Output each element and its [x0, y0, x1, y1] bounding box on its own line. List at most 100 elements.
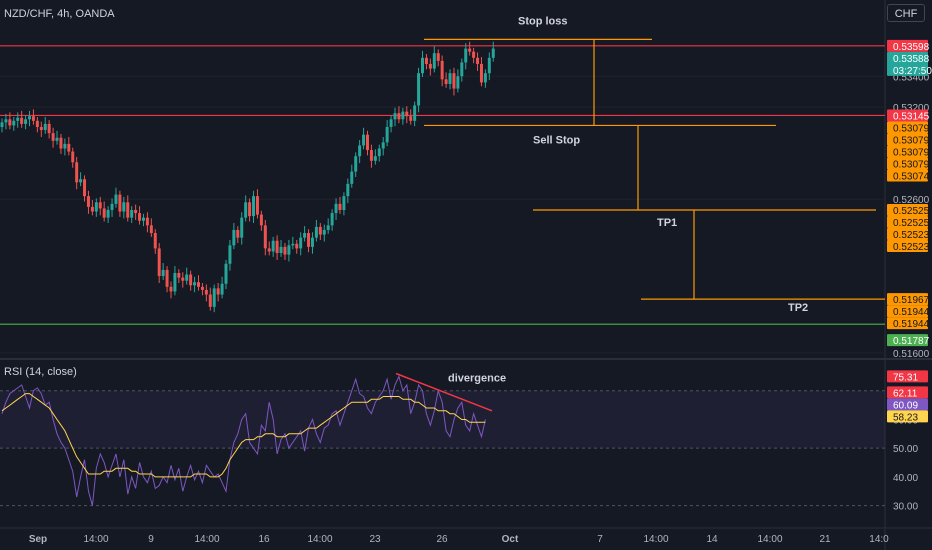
- time-tick-label: Oct: [502, 534, 519, 545]
- candle-body: [244, 202, 248, 218]
- price-label-tp1: 0.52523: [893, 230, 930, 241]
- candle-body: [16, 117, 20, 121]
- price-label-tp2: 0.51967: [893, 295, 930, 306]
- candle-body: [197, 282, 200, 287]
- candle-body: [204, 289, 208, 295]
- candle-body: [252, 196, 256, 217]
- candle-body: [8, 119, 12, 126]
- candle-body: [102, 208, 106, 218]
- tp1-label: TP1: [657, 217, 677, 229]
- rsi-value-label: 60.09: [893, 400, 918, 411]
- candle-body: [397, 113, 401, 120]
- candle-body: [59, 137, 63, 149]
- time-tick-label: 14:0: [869, 534, 889, 545]
- candle-body: [377, 148, 381, 157]
- price-label-order: 0.53079: [893, 123, 930, 134]
- time-tick-label: 14:00: [757, 534, 782, 545]
- candle-body: [479, 63, 483, 83]
- price-label-order-box: [887, 157, 928, 170]
- rsi-line: [1, 374, 486, 506]
- candle-body: [169, 286, 173, 292]
- candle-body: [314, 226, 318, 238]
- price-label-order-box: [887, 133, 928, 146]
- candle-body: [216, 288, 220, 295]
- candle-body: [487, 57, 491, 74]
- price-label-support: 0.51787: [893, 336, 930, 347]
- candle-body: [86, 196, 90, 207]
- candle-body: [157, 248, 161, 277]
- candle-body: [106, 209, 110, 218]
- rsi-value-label: 62.11: [893, 388, 918, 399]
- price-label-order: 0.53079: [893, 147, 930, 158]
- candle-body: [28, 116, 32, 120]
- candle-body: [153, 233, 157, 249]
- candle-body: [90, 206, 94, 212]
- candle-body: [240, 217, 244, 238]
- candle-body: [342, 196, 346, 210]
- price-label-stop-box: [887, 39, 928, 52]
- candle-body: [464, 48, 468, 63]
- candle-body: [98, 202, 102, 209]
- candle-body: [330, 213, 334, 226]
- candle-body: [126, 202, 130, 218]
- price-label-tp2: 0.51944: [893, 319, 930, 330]
- candle-body: [468, 48, 472, 52]
- candle-body: [200, 286, 204, 290]
- price-tick-label: 0.53200: [893, 103, 930, 114]
- candle-body: [381, 142, 385, 149]
- candle-body: [322, 229, 326, 235]
- candle-body: [365, 134, 369, 151]
- candle-body: [51, 133, 55, 141]
- candle-body: [421, 57, 425, 74]
- candle-body: [63, 143, 67, 149]
- candle-body: [141, 217, 145, 221]
- price-label-order: 0.53079: [893, 159, 930, 170]
- candle-body: [236, 229, 240, 238]
- price-label-stop: 0.53598: [893, 42, 930, 53]
- candle-body: [255, 196, 259, 215]
- candle-body: [130, 209, 134, 218]
- candle-body: [224, 263, 228, 284]
- candle-body: [385, 126, 389, 143]
- candle-body: [448, 73, 452, 84]
- candle-body: [20, 117, 24, 124]
- currency-button[interactable]: CHF: [887, 4, 925, 22]
- time-tick-label: 23: [369, 534, 381, 545]
- candle-body: [4, 119, 8, 123]
- time-tick-label: 14:00: [83, 534, 108, 545]
- price-label-tp1: 0.52525: [893, 218, 930, 229]
- candle-body: [405, 111, 409, 117]
- candle-body: [149, 225, 153, 234]
- candle-body: [354, 156, 358, 172]
- candle-body: [35, 120, 39, 127]
- price-label-tp1-box: [887, 203, 928, 216]
- price-label-tp1-box: [887, 227, 928, 240]
- candle-body: [110, 203, 114, 210]
- candle-body: [279, 246, 283, 254]
- candle-body: [346, 183, 350, 197]
- price-label-tp2-box: [887, 317, 928, 330]
- candle-body: [295, 243, 299, 249]
- candle-body: [208, 294, 212, 307]
- candle-body: [138, 213, 142, 221]
- price-label-tp2-box: [887, 305, 928, 318]
- candle-body: [39, 126, 43, 131]
- price-label-support-box: [887, 334, 928, 347]
- candle-body: [436, 53, 440, 61]
- price-label-order-box: [887, 121, 928, 134]
- time-tick-label: 7: [597, 534, 603, 545]
- candle-body: [338, 203, 342, 210]
- candle-body: [47, 123, 51, 134]
- candle-body: [283, 246, 287, 255]
- candle-body: [31, 116, 35, 121]
- symbol-title: NZD/CHF, 4h, OANDA: [4, 8, 115, 20]
- rsi-value-box: [887, 370, 928, 383]
- candle-body: [193, 282, 197, 286]
- candle-body: [424, 57, 428, 64]
- candle-body: [181, 277, 185, 281]
- candle-body: [334, 203, 338, 214]
- rsi-value-box: [887, 410, 928, 423]
- candle-body: [491, 48, 495, 58]
- tp2-label: TP2: [788, 302, 808, 314]
